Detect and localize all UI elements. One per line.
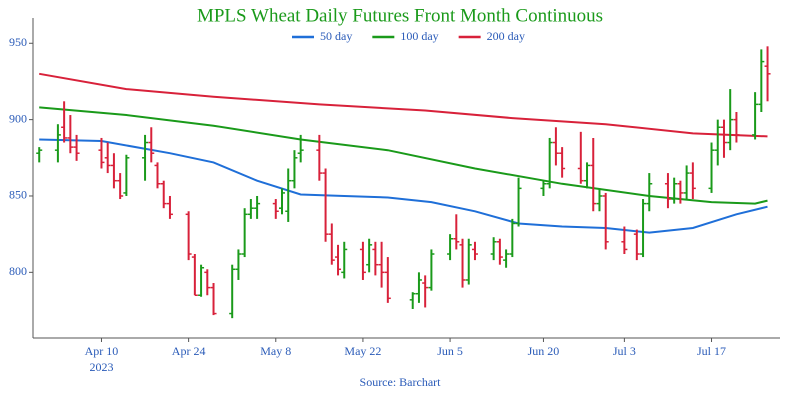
x-tick-label: May 22 (344, 344, 381, 358)
moving-average-line (39, 106, 768, 205)
x-tick-label: Apr 10 (85, 344, 119, 358)
y-tick-label: 950 (9, 35, 27, 49)
legend-label: 200 day (487, 29, 525, 43)
x-year-label: 2023 (89, 360, 113, 374)
y-tick-label: 850 (9, 188, 27, 202)
legend-label: 100 day (400, 29, 438, 43)
y-tick-label: 900 (9, 111, 27, 125)
chart-title: MPLS Wheat Daily Futures Front Month Con… (197, 5, 603, 26)
x-tick-label: Jul 3 (613, 344, 636, 358)
y-tick-label: 800 (9, 264, 27, 278)
moving-average-line (39, 72, 768, 138)
moving-average-line (39, 138, 768, 234)
legend-label: 50 day (320, 29, 352, 43)
x-tick-label: Jun 5 (437, 344, 463, 358)
x-tick-label: Jun 20 (528, 344, 560, 358)
x-tick-label: Jul 17 (697, 344, 726, 358)
x-tick-label: May 8 (260, 344, 291, 358)
source: Source: Barchart (360, 375, 442, 389)
x-tick-label: Apr 24 (172, 344, 206, 358)
